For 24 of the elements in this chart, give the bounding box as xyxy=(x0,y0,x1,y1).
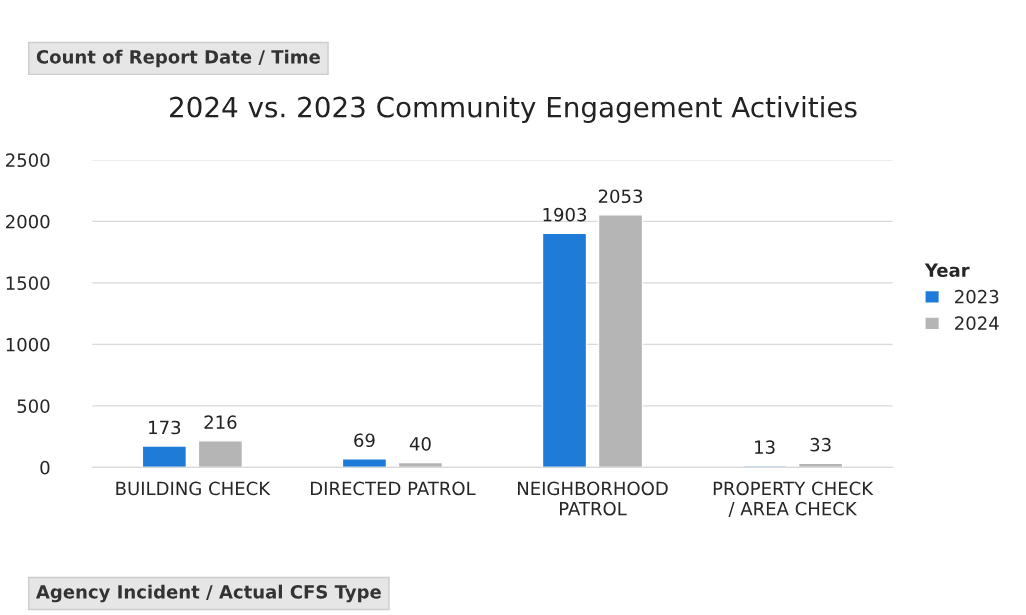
x-tick-label: PROPERTY CHECK / AREA CHECK xyxy=(713,481,874,517)
y-tick-label: 0 xyxy=(40,460,50,475)
y-tick-label: 1000 xyxy=(6,337,50,352)
x-tick-label: BUILDING CHECK xyxy=(116,481,271,496)
y-tick-label: 2000 xyxy=(6,214,50,229)
data-label: 40 xyxy=(409,436,431,451)
chart-title: 2024 vs. 2023 Community Engagement Activities xyxy=(170,96,857,123)
y-tick-label: 2500 xyxy=(6,153,50,168)
data-label: 2053 xyxy=(598,189,643,204)
legend-label: 2024 xyxy=(955,316,999,331)
data-label: 173 xyxy=(149,420,181,435)
x-tick-label: DIRECTED PATROL xyxy=(311,481,476,496)
data-label: 69 xyxy=(354,433,375,448)
data-label: 216 xyxy=(204,415,237,429)
legend-title: Year xyxy=(924,263,970,278)
data-label: 1903 xyxy=(543,207,587,222)
text: Agency Incident / Actual CFS Type xyxy=(36,584,381,603)
y-tick-label: 1500 xyxy=(6,276,50,291)
data-label: 33 xyxy=(810,437,831,452)
y-tick-label: 500 xyxy=(17,399,50,414)
data-label: 13 xyxy=(755,440,775,454)
text: Count of Report Date / Time xyxy=(36,49,320,68)
legend-label: 2023 xyxy=(955,289,999,304)
x-tick-label: NEIGHBORHOOD PATROL xyxy=(518,481,668,516)
